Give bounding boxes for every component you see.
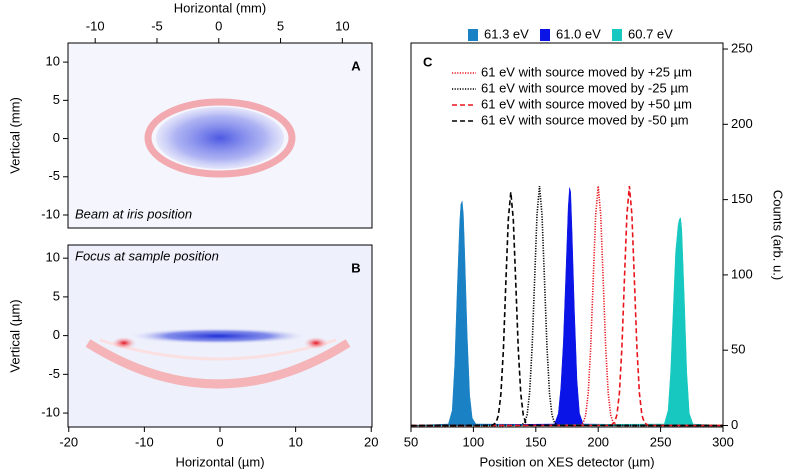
legend-label: 60.7 eV (628, 26, 673, 41)
x-axis-label: Position on XES detector (µm) (479, 454, 654, 469)
legend-swatch (468, 29, 478, 41)
legend-swatch (612, 29, 622, 41)
legend-label: 61 eV with source moved by +25 µm (481, 64, 692, 79)
x-tick-label: 50 (404, 434, 418, 449)
legend-label: 61 eV with source moved by -50 µm (481, 112, 689, 127)
panel-label: B (351, 260, 360, 275)
area (410, 201, 724, 426)
y-tick-label: 5 (53, 92, 60, 107)
x-tick-label: -5 (151, 18, 163, 33)
x-tick-label: 0 (215, 18, 222, 33)
x-tick-label: 250 (650, 434, 672, 449)
legend-label: 61.0 eV (556, 26, 601, 41)
line (410, 192, 724, 427)
line (410, 186, 724, 427)
x-tick-label: 150 (525, 434, 547, 449)
x-axis-label: Horizontal (mm) (174, 0, 266, 15)
legend-swatch (540, 29, 550, 41)
legend-label: 61 eV with source moved by +50 µm (481, 96, 692, 111)
y-tick-label: 0 (53, 130, 60, 145)
line (410, 186, 724, 427)
area (410, 187, 724, 426)
annotation: Beam at iris position (75, 206, 192, 221)
y-axis-label: Vertical (mm) (7, 97, 22, 174)
x-tick-label: 20 (364, 434, 378, 449)
y-tick-label: 250 (731, 40, 753, 55)
panel-label: A (351, 58, 361, 73)
y-tick-label: 100 (731, 266, 753, 281)
y-tick-label: -10 (41, 206, 60, 221)
x-tick-label: 0 (216, 434, 223, 449)
plot-frame (410, 42, 724, 428)
x-tick-label: -10 (86, 18, 105, 33)
plot-frame (67, 42, 373, 229)
y-axis-label: Counts (arb. u.) (771, 190, 786, 280)
x-tick-label: 100 (463, 434, 485, 449)
y-tick-label: 0 (53, 327, 60, 342)
y-tick-label: 10 (46, 250, 60, 265)
y-axis-label: Vertical (µm) (7, 299, 22, 372)
y-tick-label: 0 (731, 417, 738, 432)
y-tick-label: 10 (46, 54, 60, 69)
legend-label: 61.3 eV (484, 26, 529, 41)
x-axis-label: Horizontal (µm) (175, 454, 264, 469)
panel-label: C (423, 54, 433, 69)
y-tick-label: 50 (731, 342, 745, 357)
x-tick-label: 300 (712, 434, 734, 449)
annotation: Focus at sample position (75, 248, 219, 263)
x-tick-label: -10 (135, 434, 154, 449)
x-tick-label: 10 (288, 434, 302, 449)
y-tick-label: -10 (41, 404, 60, 419)
y-tick-label: -5 (48, 366, 60, 381)
y-tick-label: 5 (53, 288, 60, 303)
x-tick-label: 200 (587, 434, 609, 449)
y-tick-label: 150 (731, 191, 753, 206)
y-tick-label: 200 (731, 116, 753, 131)
x-tick-label: -20 (59, 434, 78, 449)
area (410, 217, 724, 426)
line (410, 186, 724, 427)
focus-image-b (68, 245, 372, 427)
legend-label: 61 eV with source moved by -25 µm (481, 80, 689, 95)
beam-image-a (68, 43, 372, 228)
x-tick-label: 5 (277, 18, 284, 33)
y-tick-label: -5 (48, 168, 60, 183)
x-tick-label: 10 (335, 18, 349, 33)
